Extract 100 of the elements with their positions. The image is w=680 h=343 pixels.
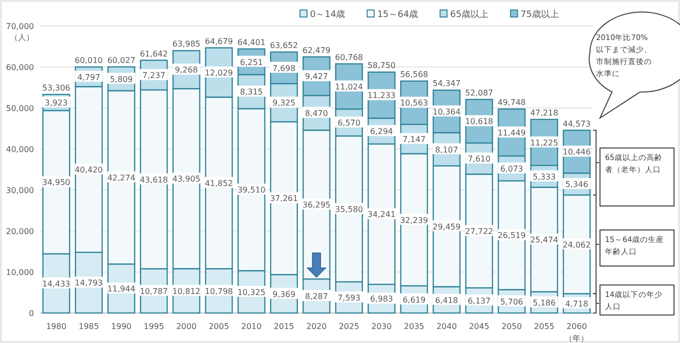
data-label: 14,793	[74, 278, 103, 288]
total-label: 49,748	[498, 98, 526, 108]
data-label: 43,618	[140, 175, 168, 184]
data-label: 5,333	[532, 172, 556, 182]
data-label: 4,797	[77, 72, 100, 82]
data-label: 5,186	[532, 298, 556, 308]
total-label: 64,679	[204, 36, 233, 46]
data-label: 35,580	[335, 204, 364, 214]
data-label: 7,698	[272, 64, 296, 73]
data-label: 6,073	[500, 164, 524, 174]
x-tick-label: 2035	[404, 322, 424, 331]
data-label: 9,325	[272, 98, 296, 108]
x-tick-label: 2055	[534, 322, 554, 331]
x-axis-title: （年）	[564, 334, 589, 343]
data-label: 9,427	[305, 72, 328, 82]
data-label: 6,251	[240, 58, 263, 67]
data-label: 10,364	[432, 107, 461, 116]
data-label: 9,268	[174, 66, 198, 75]
data-label: 5,809	[110, 74, 133, 84]
x-tick-label: 2030	[371, 322, 392, 331]
legend-label: 15～64歳	[377, 9, 418, 20]
data-label: 11,233	[368, 91, 396, 100]
y-tick-label: 10,000	[6, 268, 34, 277]
total-label: 47,218	[530, 108, 558, 118]
total-label: 63,985	[172, 40, 200, 49]
x-tick-label: 1985	[78, 322, 99, 331]
legend-label: 0～14歳	[310, 9, 346, 20]
total-label: 56,568	[400, 70, 428, 80]
total-label: 62,479	[302, 46, 330, 55]
data-label: 7,610	[468, 154, 491, 164]
data-label: 10,798	[204, 286, 233, 296]
data-label: 11,024	[335, 82, 364, 92]
data-label: 5,706	[500, 297, 524, 306]
y-tick-label: 30,000	[6, 186, 34, 195]
data-label: 34,950	[42, 178, 70, 188]
total-label: 52,087	[465, 88, 494, 98]
total-label: 53,306	[42, 83, 70, 92]
data-label: 10,563	[400, 98, 428, 108]
data-label: 27,722	[465, 227, 494, 236]
y-tick-label: 50,000	[6, 104, 34, 113]
x-tick-label: 2060	[566, 322, 587, 331]
total-label: 63,652	[270, 41, 298, 50]
data-label: 26,519	[498, 231, 526, 240]
total-label: 64,401	[237, 38, 266, 47]
data-label: 6,294	[370, 127, 394, 136]
data-label: 10,812	[172, 286, 200, 296]
data-label: 7,237	[142, 71, 166, 80]
data-label: 11,944	[107, 284, 136, 294]
total-label: 54,347	[432, 79, 461, 88]
total-label: 61,642	[140, 49, 168, 58]
x-tick-label: 2050	[501, 322, 522, 331]
data-label: 3,923	[44, 98, 68, 108]
data-label: 6,137	[468, 296, 491, 306]
data-label: 8,287	[305, 292, 328, 302]
data-label: 8,470	[305, 108, 328, 118]
data-label: 6,619	[402, 295, 426, 304]
y-tick-label: 70,000	[6, 22, 34, 31]
data-label: 10,446	[562, 148, 591, 157]
legend-label: 65歳以上	[450, 9, 489, 20]
total-label: 60,768	[335, 52, 364, 62]
x-tick-label: 2010	[241, 322, 262, 331]
total-label: 44,573	[562, 119, 591, 128]
data-label: 7,593	[338, 293, 360, 302]
total-label: 58,750	[368, 61, 396, 70]
data-label: 11,449	[498, 128, 526, 138]
x-tick-label: 2045	[468, 322, 490, 331]
x-tick-label: 2015	[274, 322, 294, 331]
x-tick-label: 2040	[436, 322, 457, 331]
total-label: 60,010	[74, 56, 103, 65]
x-tick-label: 1990	[111, 322, 132, 331]
data-label: 10,325	[237, 288, 266, 297]
data-label: 10,618	[465, 117, 494, 126]
total-label: 60,027	[107, 56, 136, 65]
data-label: 7,147	[402, 135, 426, 144]
data-label: 29,459	[432, 222, 461, 232]
data-label: 6,983	[370, 294, 394, 304]
y-axis-title: （人）	[10, 33, 34, 42]
data-label: 11,225	[530, 138, 558, 148]
data-label: 8,107	[435, 145, 458, 154]
data-label: 40,420	[74, 165, 103, 174]
x-tick-label: 1995	[144, 322, 164, 331]
y-tick-label: 20,000	[6, 227, 34, 236]
x-tick-label: 1980	[46, 322, 66, 331]
data-label: 6,570	[338, 118, 360, 128]
data-label: 6,418	[435, 296, 458, 305]
data-label: 25,474	[530, 236, 558, 245]
legend-label: 75歳以上	[520, 9, 559, 20]
x-tick-label: 2005	[208, 322, 230, 331]
y-tick-label: 0	[28, 309, 34, 318]
data-label: 8,315	[240, 88, 263, 97]
data-label: 5,346	[565, 180, 588, 190]
data-label: 9,369	[272, 290, 296, 299]
data-label: 43,905	[172, 174, 200, 184]
data-label: 14,433	[42, 279, 70, 288]
y-tick-label: 60,000	[6, 63, 34, 72]
data-label: 36,295	[302, 200, 330, 210]
data-label: 32,239	[400, 216, 428, 225]
data-label: 12,029	[204, 68, 233, 78]
data-label: 37,261	[270, 194, 298, 204]
data-label: 41,852	[204, 178, 233, 188]
